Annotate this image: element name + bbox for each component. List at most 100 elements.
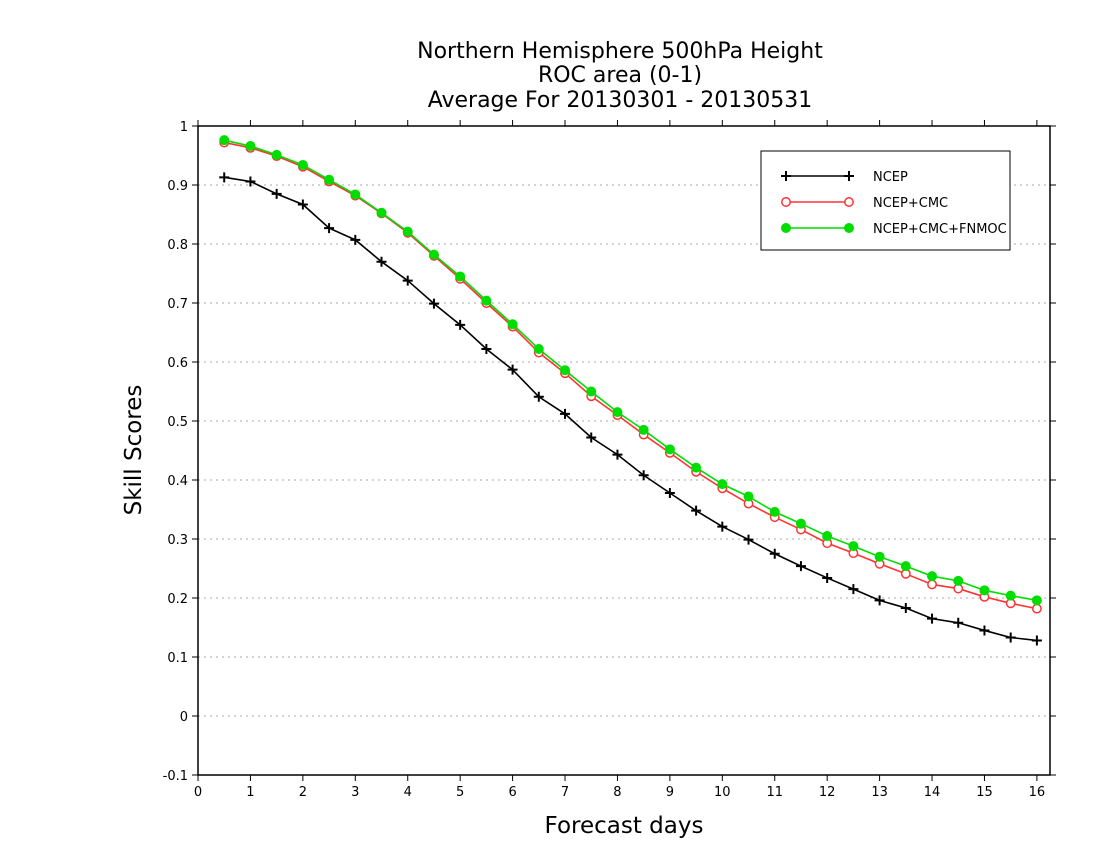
data-point-ncep-cmc-fnmoc bbox=[455, 271, 466, 282]
series-line-ncep bbox=[224, 176, 1037, 642]
data-point-ncep bbox=[245, 176, 256, 187]
data-point-ncep-cmc-fnmoc bbox=[664, 444, 675, 455]
data-point-ncep-cmc-fnmoc bbox=[481, 295, 492, 306]
plot-area-frame bbox=[197, 125, 1051, 776]
data-point-ncep bbox=[979, 625, 990, 636]
chart-title-line-3: Average For 20130301 - 20130531 bbox=[428, 88, 813, 113]
legend-label-ncep: NCEP bbox=[873, 170, 908, 185]
legend-marker-ncep-cmc bbox=[781, 197, 791, 207]
data-point-ncep-cmc-fnmoc bbox=[795, 518, 806, 529]
x-tick-label: 9 bbox=[666, 785, 674, 800]
x-tick-label: 1 bbox=[246, 785, 254, 800]
data-point-ncep bbox=[927, 613, 938, 624]
y-tick-label: 0.9 bbox=[167, 179, 188, 194]
data-point-ncep-cmc-fnmoc bbox=[402, 226, 413, 237]
x-tick-label: 3 bbox=[351, 785, 359, 800]
y-axis-label: Skill Scores bbox=[121, 385, 147, 516]
x-tick-label: 15 bbox=[976, 785, 993, 800]
data-point-ncep-cmc bbox=[1031, 603, 1042, 614]
data-point-ncep bbox=[769, 548, 780, 559]
data-point-ncep bbox=[271, 188, 282, 199]
data-point-ncep bbox=[481, 344, 492, 355]
data-point-ncep-cmc-fnmoc bbox=[271, 149, 282, 160]
x-tick-label: 0 bbox=[194, 785, 202, 800]
chart-title: Northern Hemisphere 500hPa Height ROC ar… bbox=[417, 39, 823, 113]
y-tick-label: 0.4 bbox=[167, 474, 188, 489]
x-tick-label: 2 bbox=[299, 785, 307, 800]
y-tick-label: 0.3 bbox=[167, 533, 188, 548]
data-point-ncep-cmc-fnmoc bbox=[900, 561, 911, 572]
data-point-ncep-cmc-fnmoc bbox=[533, 344, 544, 355]
series-group bbox=[219, 135, 1042, 646]
data-point-ncep bbox=[1005, 632, 1016, 643]
x-tick-label: 4 bbox=[404, 785, 412, 800]
y-tick-label: 0 bbox=[180, 710, 188, 725]
data-point-ncep bbox=[795, 561, 806, 572]
y-tick-label: 1 bbox=[180, 120, 188, 135]
data-point-ncep-cmc-fnmoc bbox=[586, 386, 597, 397]
axes: -0.100.10.20.30.40.50.60.70.80.910 1 2 3 4 5 6… bbox=[163, 120, 1056, 800]
chart-title-line-1: Northern Hemisphere 500hPa Height bbox=[417, 39, 823, 64]
data-point-ncep bbox=[219, 172, 230, 183]
data-point-ncep-cmc-fnmoc bbox=[953, 575, 964, 586]
x-tick-label: 6 bbox=[508, 785, 516, 800]
data-point-ncep-cmc-fnmoc bbox=[1031, 595, 1042, 606]
data-point-ncep-cmc-fnmoc bbox=[560, 365, 571, 376]
x-tick-label: 7 bbox=[561, 785, 569, 800]
series-ncep bbox=[219, 172, 1042, 646]
data-point-ncep-cmc-fnmoc bbox=[245, 141, 256, 152]
x-tick-label: 11 bbox=[766, 785, 783, 800]
data-point-ncep-cmc-fnmoc bbox=[822, 531, 833, 542]
data-point-ncep-cmc-fnmoc bbox=[979, 585, 990, 596]
data-point-ncep-cmc-fnmoc bbox=[717, 479, 728, 490]
data-point-ncep bbox=[350, 234, 361, 245]
data-point-ncep-cmc-fnmoc bbox=[219, 135, 230, 146]
y-tick-label: 0.5 bbox=[167, 415, 188, 430]
legend-label-ncep-cmc-fnmoc: NCEP+CMC+FNMOC bbox=[873, 222, 1007, 237]
x-tick-label: 16 bbox=[1029, 785, 1046, 800]
gridlines bbox=[198, 125, 1050, 717]
legend-marker-ncep-cmc-fnmoc bbox=[844, 223, 854, 233]
legend-marker-ncep-cmc bbox=[844, 197, 854, 207]
data-point-ncep bbox=[1031, 635, 1042, 646]
x-axis-label: Forecast days bbox=[545, 813, 704, 839]
data-point-ncep-cmc-fnmoc bbox=[848, 541, 859, 552]
data-point-ncep-cmc-fnmoc bbox=[769, 506, 780, 517]
data-point-ncep bbox=[743, 534, 754, 545]
data-point-ncep bbox=[402, 275, 413, 286]
data-point-ncep bbox=[874, 595, 885, 606]
y-tick-label: 0.8 bbox=[167, 238, 188, 253]
legend-box bbox=[760, 150, 1011, 251]
y-tick-label: 0.6 bbox=[167, 356, 188, 371]
data-point-ncep bbox=[297, 199, 308, 210]
data-point-ncep bbox=[822, 572, 833, 583]
data-point-ncep bbox=[612, 449, 623, 460]
data-point-ncep bbox=[953, 617, 964, 628]
data-point-ncep-cmc-fnmoc bbox=[691, 462, 702, 473]
data-point-ncep bbox=[428, 298, 439, 309]
data-point-ncep bbox=[848, 584, 859, 595]
y-tick-label: 0.1 bbox=[167, 651, 188, 666]
x-tick-label: 5 bbox=[456, 785, 464, 800]
data-point-ncep bbox=[376, 256, 387, 267]
data-point-ncep bbox=[324, 223, 335, 234]
data-point-ncep bbox=[586, 432, 597, 443]
legend-marker-ncep bbox=[844, 171, 854, 181]
data-point-ncep bbox=[691, 505, 702, 516]
x-tick-label: 12 bbox=[819, 785, 836, 800]
x-tick-label: 14 bbox=[924, 785, 941, 800]
x-tick-label: 10 bbox=[714, 785, 731, 800]
series-ncep-cmc-fnmoc bbox=[219, 135, 1042, 606]
y-tick-label: 0.7 bbox=[167, 297, 188, 312]
data-point-ncep-cmc-fnmoc bbox=[350, 189, 361, 200]
data-point-ncep-cmc-fnmoc bbox=[428, 249, 439, 260]
data-point-ncep-cmc-fnmoc bbox=[638, 424, 649, 435]
chart-title-line-2: ROC area (0-1) bbox=[538, 63, 702, 88]
data-point-ncep-cmc-fnmoc bbox=[507, 319, 518, 330]
data-point-ncep bbox=[507, 364, 518, 375]
data-point-ncep-cmc-fnmoc bbox=[612, 407, 623, 418]
data-point-ncep bbox=[455, 319, 466, 330]
data-point-ncep-cmc-fnmoc bbox=[743, 491, 754, 502]
